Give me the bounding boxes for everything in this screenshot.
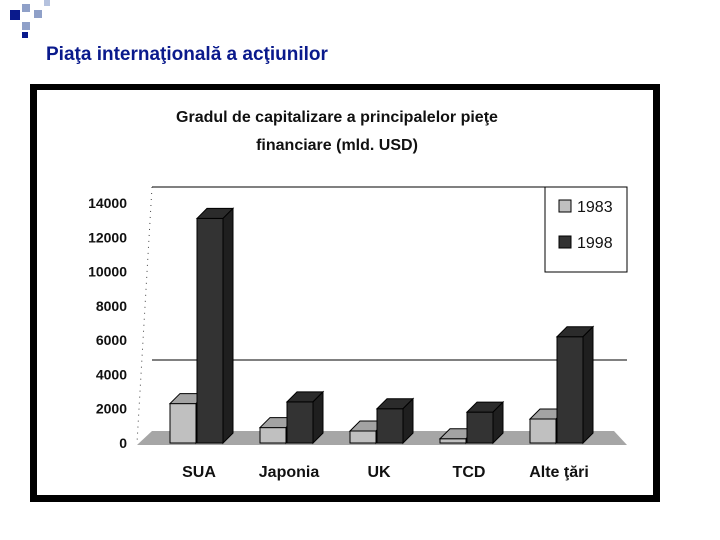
bar-front bbox=[286, 401, 314, 444]
chart-title-line-1: Gradul de capitalizare a principalelor p… bbox=[176, 109, 498, 126]
legend-swatch-1998 bbox=[558, 235, 572, 249]
corner-decoration bbox=[0, 0, 60, 40]
decor-square-dark-2 bbox=[22, 32, 28, 38]
legend: 1983 1998 bbox=[544, 186, 628, 273]
y-axis-depth-line bbox=[136, 186, 153, 444]
y-tick-label: 14000 bbox=[88, 195, 127, 211]
bar-1998-4 bbox=[555, 325, 595, 445]
bar-front bbox=[169, 403, 197, 444]
x-tick-label: Japonia bbox=[259, 464, 320, 481]
legend-label-1983: 1983 bbox=[577, 199, 613, 216]
y-tick-label: 10000 bbox=[88, 264, 127, 280]
y-tick-label: 0 bbox=[119, 435, 127, 451]
decor-square-light-2 bbox=[34, 10, 42, 18]
chart-title-line-2: financiare (mld. USD) bbox=[256, 137, 418, 154]
bar-1998-2 bbox=[375, 397, 415, 445]
legend-swatch-1983 bbox=[558, 199, 572, 213]
chart-body: 0 2000 4000 6000 8000 10000 12000 14000 SUA Japon… bbox=[88, 186, 628, 481]
x-tick-label: Alte ţări bbox=[529, 464, 589, 481]
bar-front bbox=[466, 411, 494, 444]
bar-front bbox=[439, 438, 467, 444]
bar-side bbox=[582, 325, 594, 445]
bar-side bbox=[312, 390, 324, 445]
slide-title: Piaţa internaţională a acţiunilor bbox=[46, 44, 328, 65]
bar-front bbox=[259, 427, 287, 444]
y-tick-label: 4000 bbox=[96, 366, 127, 382]
chart-panel: Gradul de capitalizare a principalelor p… bbox=[37, 90, 653, 495]
y-tick-label: 6000 bbox=[96, 332, 127, 348]
x-tick-label: SUA bbox=[182, 464, 216, 481]
decor-square-light-1 bbox=[22, 4, 30, 12]
x-tick-label: TCD bbox=[453, 464, 486, 481]
x-tick-label: UK bbox=[367, 464, 391, 481]
bar-front bbox=[349, 430, 377, 444]
bar-side bbox=[492, 400, 504, 445]
chart-svg: Gradul de capitalizare a principalelor p… bbox=[88, 109, 628, 481]
bar-side bbox=[222, 207, 234, 445]
bar-1998-3 bbox=[465, 400, 505, 445]
bar-front bbox=[556, 336, 584, 444]
decor-square-light-4 bbox=[22, 22, 30, 30]
y-tick-label: 12000 bbox=[88, 229, 127, 245]
bar-side bbox=[402, 397, 414, 445]
bar-front bbox=[376, 408, 404, 444]
bar-front bbox=[196, 217, 224, 444]
bar-front bbox=[529, 418, 557, 444]
y-tick-label: 2000 bbox=[96, 401, 127, 417]
bar-1998-1 bbox=[285, 390, 325, 445]
bar-1998-0 bbox=[195, 207, 235, 445]
decor-square-dark-1 bbox=[10, 10, 20, 20]
y-tick-label: 8000 bbox=[96, 298, 127, 314]
decor-square-light-3 bbox=[44, 0, 50, 6]
legend-label-1998: 1998 bbox=[577, 235, 613, 252]
